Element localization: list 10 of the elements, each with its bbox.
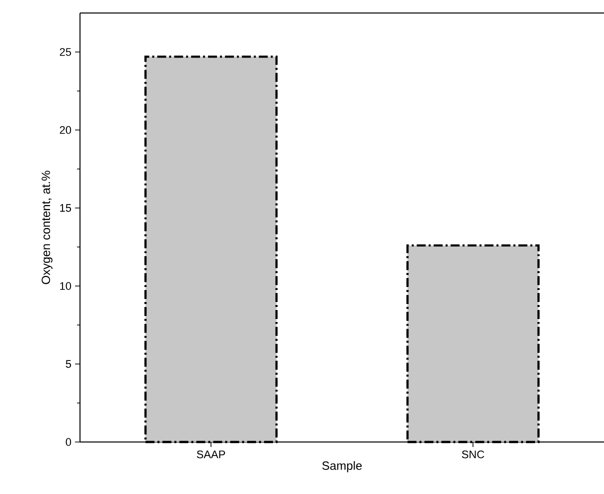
y-tick-label: 15	[60, 204, 72, 212]
y-tick-label: 5	[66, 360, 72, 368]
y-tick-label: 25	[60, 48, 72, 56]
y-axis-title: Oxygen content, at.%	[42, 170, 52, 284]
y-tick-label: 10	[60, 282, 72, 290]
x-tick-label: SNC	[462, 450, 484, 458]
x-axis-title: Sample	[322, 461, 362, 472]
y-tick-label: 0	[66, 438, 72, 446]
y-tick-label: 20	[60, 126, 72, 134]
x-tick-label: SAAP	[196, 450, 226, 458]
